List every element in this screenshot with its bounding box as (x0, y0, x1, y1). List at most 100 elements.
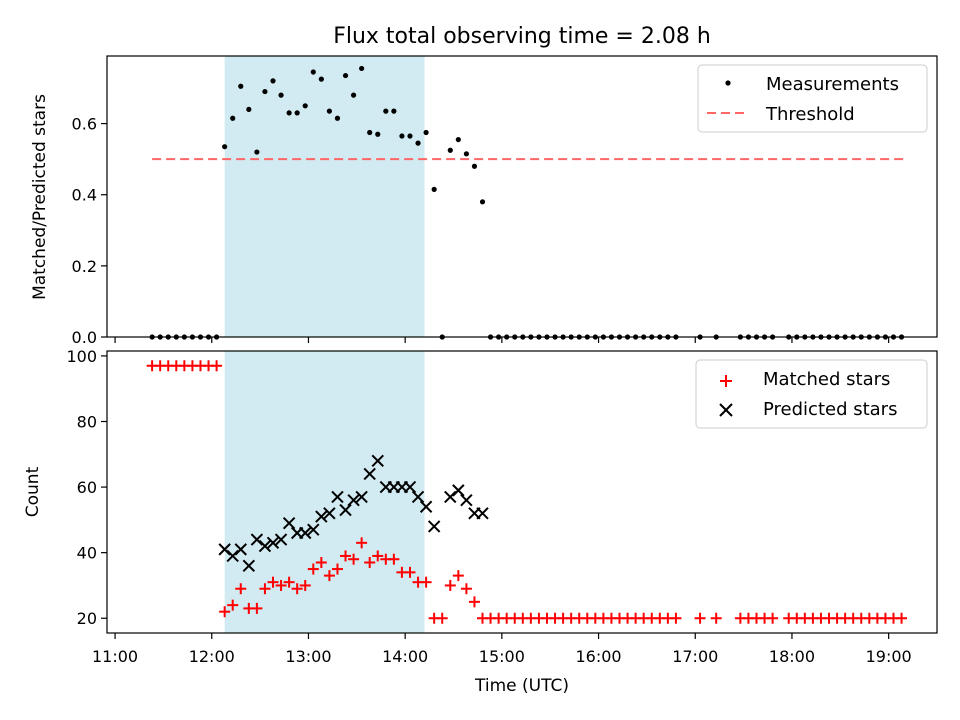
x-tick-label: 13:00 (285, 647, 331, 666)
predicted-star-point (427, 520, 441, 533)
legend-label-measurements: Measurements (766, 74, 899, 95)
measurement-point (254, 149, 260, 155)
matched-star-point (896, 612, 908, 624)
predicted-star-point (299, 526, 312, 540)
y-tick-label: 80 (77, 413, 97, 432)
measurement-point (383, 108, 389, 114)
legend-marker-matched-stars (720, 375, 732, 387)
matched-star-point (420, 576, 432, 588)
predicted-star-point (315, 510, 328, 523)
bottom-plot-frame (106, 350, 938, 634)
matched-star-point (259, 583, 271, 595)
measurement-point (391, 108, 397, 114)
predicted-star-point (444, 490, 457, 504)
y-tick-label: 0.0 (72, 328, 97, 347)
top-shaded-region (224, 56, 425, 337)
measurement-point (286, 110, 292, 116)
y-tick-label: 60 (77, 478, 97, 497)
bottom-x-ticks: 11:00 12:00 13:00 14:00 15:00 16:00 17:00 18:00… (92, 633, 912, 666)
matched-star-point (307, 563, 319, 575)
matched-star-point (251, 602, 263, 614)
matched-star-point (444, 579, 456, 591)
matched-star-point (235, 583, 247, 595)
matched-star-point (364, 557, 376, 568)
bottom-legend-box (695, 359, 928, 429)
legend-marker-predicted-stars (719, 403, 733, 417)
predicted-star-point (347, 493, 360, 507)
predicted-star-point (419, 500, 433, 513)
matched-star-point (340, 550, 352, 562)
measurement-point (431, 186, 437, 192)
measurement-point (318, 76, 324, 82)
measurement-point (270, 78, 276, 84)
measurement-point (238, 83, 244, 89)
matched-star-point (436, 612, 448, 624)
y-tick-label: 0.6 (72, 115, 97, 134)
matched-star-point (291, 583, 303, 595)
matched-star-point (356, 537, 368, 549)
y-tick-label: 0.4 (72, 186, 97, 205)
predicted-star-point (339, 503, 352, 517)
matched-star-point (227, 599, 239, 611)
measurement-point (415, 140, 421, 146)
top-y-axis-label: Matched/Predicted stars (30, 94, 50, 300)
y-tick-label: 0.2 (72, 257, 97, 276)
measurement-point (310, 69, 316, 75)
top-x-ticks (114, 337, 890, 343)
matched-star-point (315, 557, 327, 568)
top-y-ticks: 0.0 0.2 0.4 0.6 (72, 115, 107, 347)
measurement-point (423, 129, 429, 136)
y-tick-label: 100 (66, 347, 97, 366)
chart-title: Flux total observing time = 2.08 h (333, 24, 711, 49)
matched-star-point (767, 612, 779, 624)
predicted-star-point (218, 543, 231, 556)
legend-label-threshold: Threshold (765, 104, 855, 125)
matched-star-point (460, 583, 472, 595)
legend-label-predicted-stars: Predicted stars (763, 399, 897, 420)
measurement-point (294, 110, 300, 116)
matched-star-point (299, 579, 311, 591)
measurement-point (342, 72, 349, 79)
x-tick-label: 11:00 (92, 647, 138, 666)
matched-star-point (331, 563, 343, 575)
matched-star-point (404, 566, 416, 578)
measurement-point (479, 199, 486, 205)
predicted-star-point (460, 493, 473, 507)
predicted-star-point (250, 533, 264, 546)
top-legend-box (697, 64, 928, 133)
bottom-shaded-region (224, 351, 425, 633)
measurement-point (367, 129, 373, 136)
matched-star-point (694, 612, 706, 624)
matched-star-point (452, 570, 464, 582)
measurement-point (246, 106, 252, 112)
predicted-star-point (363, 467, 376, 481)
measurement-point (302, 103, 308, 109)
matched-star-point (710, 612, 722, 624)
predicted-star-point (331, 490, 344, 504)
predicted-star-point (355, 490, 368, 504)
predicted-star-point (234, 543, 247, 556)
y-tick-label: 20 (77, 609, 97, 628)
predicted-star-point (274, 533, 288, 546)
x-tick-label: 14:00 (382, 647, 428, 666)
top-plot-frame (106, 55, 938, 338)
measurement-point (463, 151, 469, 157)
predicted-star-point (282, 516, 296, 530)
x-tick-label: 12:00 (189, 647, 235, 666)
predicted-star-point (307, 523, 320, 536)
predicted-star-point (452, 484, 465, 497)
top-legend: Measurements Threshold (697, 64, 928, 133)
measurement-point (350, 92, 357, 98)
predicted-star-point (242, 559, 256, 572)
matched-star-point (283, 576, 295, 588)
matched-star-point (670, 612, 682, 624)
bottom-y-ticks: 20 40 60 80 100 (66, 347, 107, 628)
matched-star-point (348, 553, 360, 565)
bottom-panel: 20 40 60 80 100 11:00 12:00 13:00 14:00 15:00 16:… (23, 347, 938, 696)
predicted-star-point (476, 507, 489, 520)
measurement-point (222, 144, 228, 150)
predicted-star-point (411, 490, 425, 504)
measurement-point (471, 163, 478, 169)
x-tick-label: 15:00 (479, 647, 525, 666)
